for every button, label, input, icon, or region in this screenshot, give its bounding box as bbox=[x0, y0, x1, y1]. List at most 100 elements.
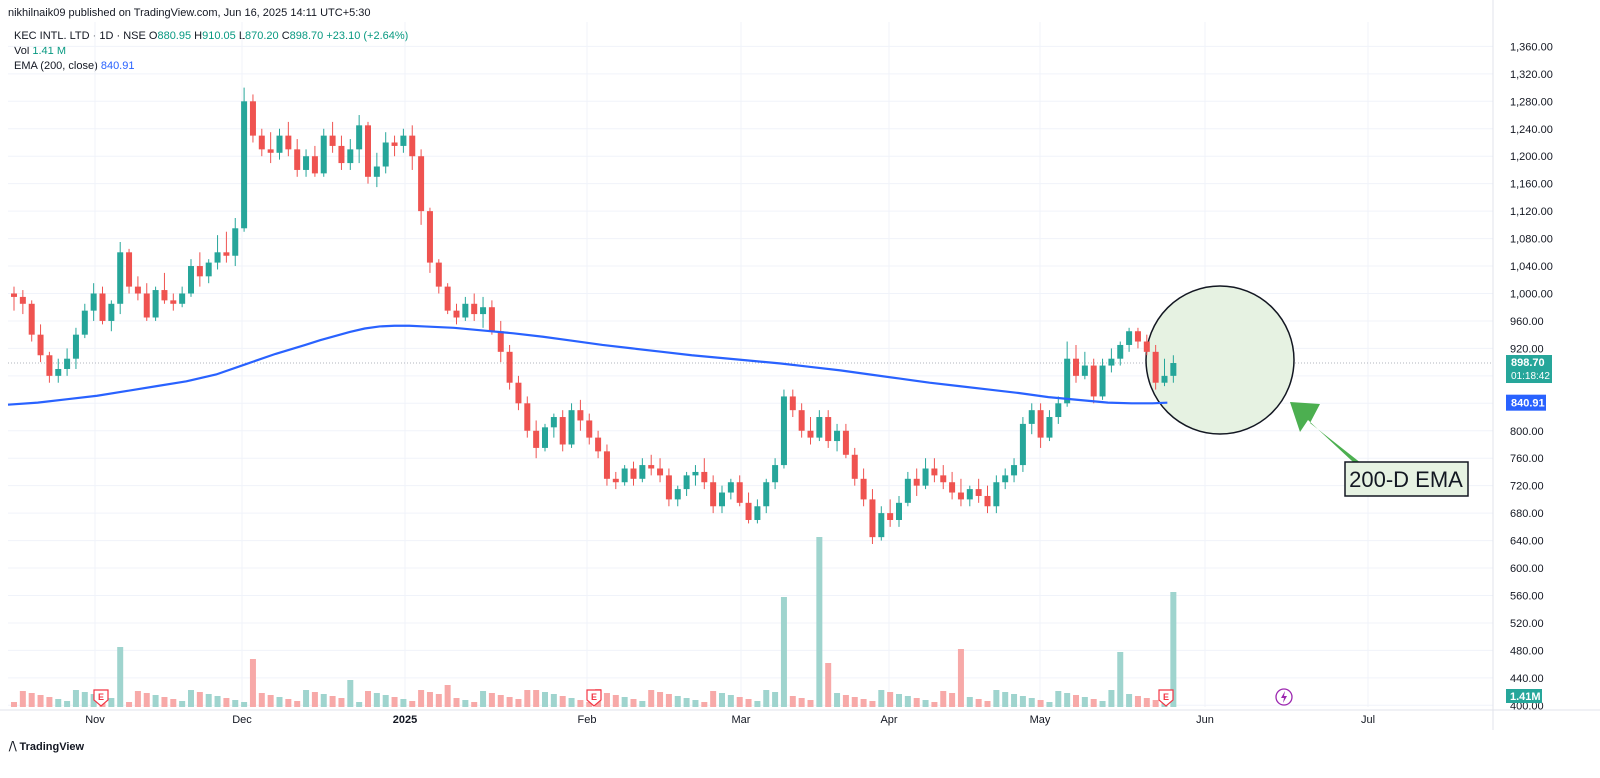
candle-body bbox=[179, 293, 186, 304]
price-tick-label: 960.00 bbox=[1510, 316, 1544, 328]
candle-body bbox=[373, 166, 380, 177]
candle-body bbox=[303, 156, 310, 170]
volume-bar bbox=[391, 697, 398, 707]
time-tick-label: May bbox=[1030, 714, 1051, 726]
candle-body bbox=[1108, 358, 1115, 366]
high-label: H bbox=[194, 30, 203, 42]
earnings-icon bbox=[93, 689, 109, 707]
candle-body bbox=[595, 437, 602, 452]
volume-bar bbox=[161, 697, 168, 707]
volume-bar bbox=[922, 700, 929, 707]
earnings-icon bbox=[1158, 689, 1174, 707]
volume-bar bbox=[249, 659, 256, 707]
volume-bar bbox=[1108, 690, 1115, 707]
ema-label[interactable]: EMA (200, close) bbox=[14, 60, 98, 72]
volume-bar bbox=[789, 696, 796, 707]
volume-bar bbox=[940, 691, 947, 707]
tradingview-logo[interactable]: ⧸⧹ TradingView bbox=[9, 741, 84, 754]
candle-body bbox=[1019, 423, 1026, 466]
volume-bar bbox=[515, 699, 522, 707]
ema-line: EMA (200, close) 840.91 bbox=[14, 59, 408, 74]
price-tick-label: 1,240.00 bbox=[1510, 124, 1553, 136]
volume-bar bbox=[975, 699, 982, 707]
volume-bar bbox=[382, 695, 389, 707]
candle-body bbox=[214, 252, 221, 263]
candle-body bbox=[816, 417, 823, 438]
candle-body bbox=[1170, 363, 1177, 376]
candle-body bbox=[258, 135, 265, 150]
volume-value: 1.41 M bbox=[32, 45, 66, 57]
candle-body bbox=[506, 351, 513, 383]
candle-body bbox=[763, 482, 770, 507]
candle-body bbox=[710, 482, 717, 507]
candle-body bbox=[984, 495, 991, 507]
candle-body bbox=[471, 303, 478, 315]
price-tick-label: 1,160.00 bbox=[1510, 179, 1553, 191]
volume-bar bbox=[524, 690, 531, 707]
candle-body bbox=[294, 149, 301, 170]
candle-body bbox=[896, 502, 902, 520]
candle-body bbox=[311, 156, 318, 174]
candlesticks bbox=[11, 87, 1177, 545]
volume-bar bbox=[90, 694, 97, 707]
candle-body bbox=[152, 290, 159, 318]
candle-body bbox=[834, 430, 841, 442]
volume-bar bbox=[913, 698, 920, 707]
volume-bar bbox=[869, 701, 876, 707]
volume-bar bbox=[966, 697, 973, 707]
volume-bar bbox=[338, 698, 345, 707]
candle-body bbox=[497, 331, 504, 352]
annotation: 200-D EMA bbox=[1290, 402, 1469, 497]
volume-bar bbox=[356, 702, 363, 707]
volume-bar bbox=[1073, 695, 1079, 707]
candle-body bbox=[1055, 403, 1062, 418]
candle-body bbox=[108, 303, 115, 321]
volume-bar bbox=[612, 695, 619, 707]
high-value: 910.05 bbox=[202, 30, 236, 42]
price-tick-label: 1,040.00 bbox=[1510, 261, 1553, 273]
price-tick-label: 520.00 bbox=[1510, 618, 1544, 630]
volume-bar bbox=[904, 696, 911, 707]
candle-body bbox=[46, 355, 53, 376]
candle-body bbox=[143, 293, 150, 318]
time-tick-label: Nov bbox=[85, 714, 105, 726]
price-tick-label: 400.00 bbox=[1510, 700, 1544, 712]
candle-body bbox=[170, 300, 177, 304]
volume-bar bbox=[435, 694, 442, 707]
volume-bar bbox=[471, 702, 478, 707]
candle-body bbox=[887, 513, 894, 520]
volume-bar bbox=[108, 698, 115, 707]
candle-body bbox=[1028, 410, 1035, 424]
volume-label[interactable]: Vol bbox=[14, 45, 30, 57]
ema-value: 840.91 bbox=[100, 60, 135, 72]
annotation-box bbox=[1344, 461, 1469, 497]
candle-body bbox=[665, 475, 672, 500]
symbol-legend: KEC INTL. LTD · 1D · NSE O880.95 H910.05… bbox=[14, 29, 408, 74]
candle-body bbox=[188, 266, 194, 294]
last-price-value: 898.70 bbox=[1511, 357, 1545, 369]
price-tick-label: 560.00 bbox=[1510, 590, 1544, 602]
price-tick-label: 920.00 bbox=[1510, 343, 1544, 355]
volume-bar bbox=[568, 698, 575, 707]
close-value: 898.70 bbox=[289, 30, 324, 42]
candle-body bbox=[338, 145, 345, 164]
symbol-name[interactable]: KEC INTL. LTD · 1D · NSE bbox=[14, 30, 146, 42]
candle-body bbox=[55, 368, 62, 376]
candle-body bbox=[745, 502, 752, 520]
volume-bar bbox=[488, 693, 495, 707]
volume-bar bbox=[993, 690, 1000, 707]
candle-body bbox=[347, 149, 354, 164]
candle-body bbox=[922, 468, 929, 486]
earnings-icon-label: E bbox=[98, 692, 104, 702]
volume-bar bbox=[276, 697, 283, 707]
candle-body bbox=[435, 262, 442, 287]
volume-bar bbox=[462, 700, 469, 707]
tradingview-icon: ⧸⧹ bbox=[9, 741, 17, 753]
time-tick-label: 2025 bbox=[393, 714, 417, 726]
volume-bar bbox=[285, 699, 292, 707]
candle-body bbox=[931, 468, 938, 476]
candle-body bbox=[28, 303, 35, 335]
volume-bar bbox=[1134, 696, 1141, 707]
volume-bar bbox=[28, 693, 35, 707]
